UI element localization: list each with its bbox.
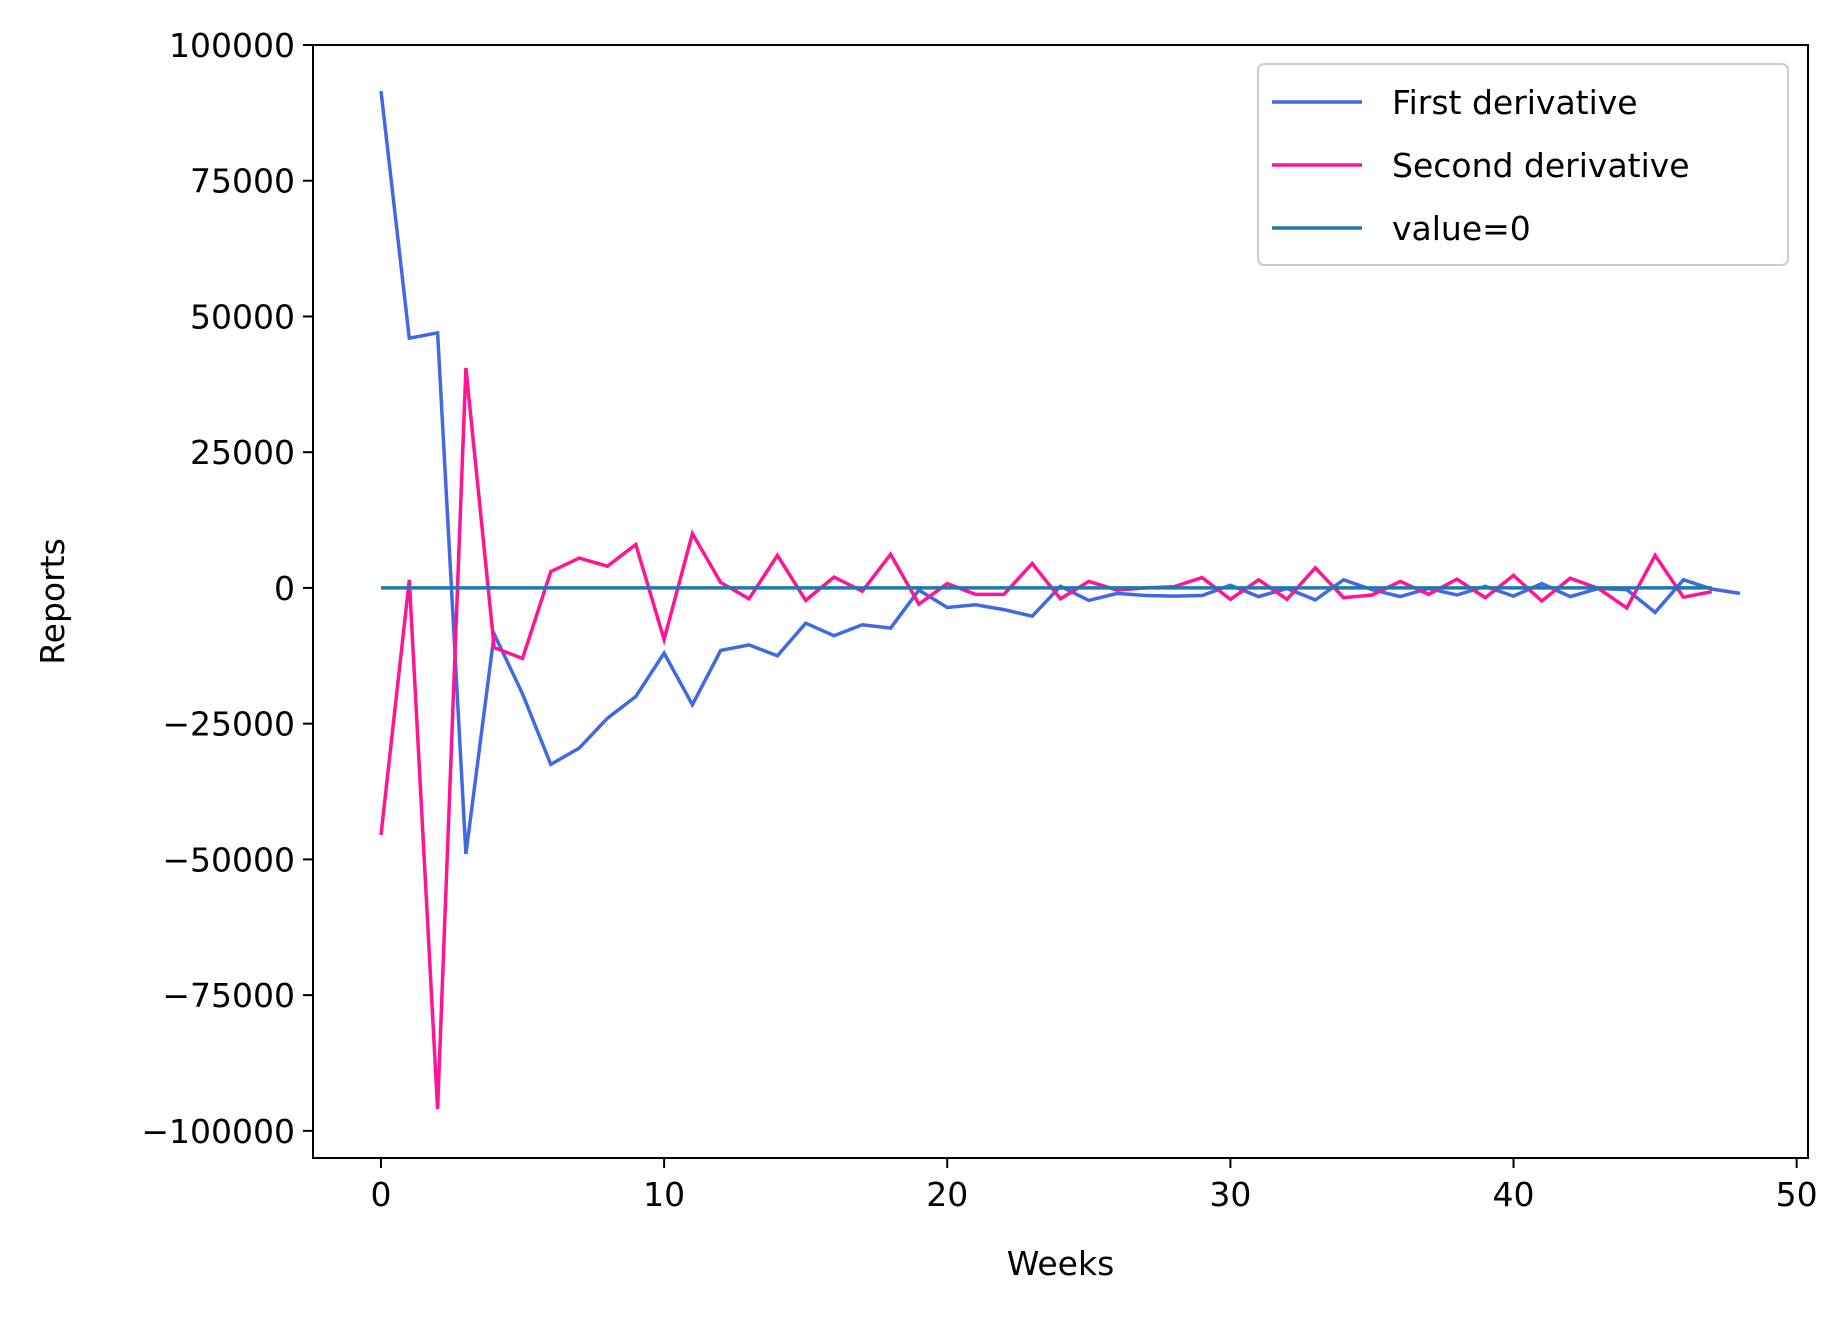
legend-label: First derivative — [1392, 83, 1638, 122]
x-axis-ticks: 0 10 20 30 40 50 — [370, 1158, 1818, 1214]
y-tick-label: −75000 — [162, 976, 295, 1015]
y-tick-label: 25000 — [190, 433, 295, 472]
y-tick-label: 50000 — [190, 297, 295, 336]
y-tick-label: 75000 — [190, 162, 295, 201]
y-tick-label: −50000 — [162, 840, 295, 879]
x-axis-label: Weeks — [1007, 1244, 1115, 1283]
y-tick-label: 100000 — [169, 26, 295, 65]
legend-label: Second derivative — [1392, 146, 1690, 185]
y-axis-ticks: 100000 75000 50000 25000 0 −25000 −50000 −75000… — [141, 26, 313, 1151]
x-tick-label: 50 — [1776, 1175, 1818, 1214]
x-tick-label: 0 — [370, 1175, 391, 1214]
x-tick-label: 10 — [643, 1175, 685, 1214]
y-tick-label: 0 — [274, 569, 295, 608]
y-tick-label: −100000 — [141, 1112, 295, 1151]
legend-label: value=0 — [1392, 209, 1531, 248]
y-axis-label: Reports — [33, 538, 72, 665]
x-tick-label: 40 — [1493, 1175, 1535, 1214]
y-tick-label: −25000 — [162, 705, 295, 744]
legend-box — [1257, 63, 1789, 266]
x-tick-label: 20 — [926, 1175, 968, 1214]
series-line-second-derivative — [379, 367, 1713, 1110]
legend: First derivative Second derivative value=0 — [1257, 63, 1789, 266]
series-layer — [379, 90, 1741, 1110]
x-tick-label: 30 — [1209, 1175, 1251, 1214]
axes-frame — [312, 44, 1809, 1159]
